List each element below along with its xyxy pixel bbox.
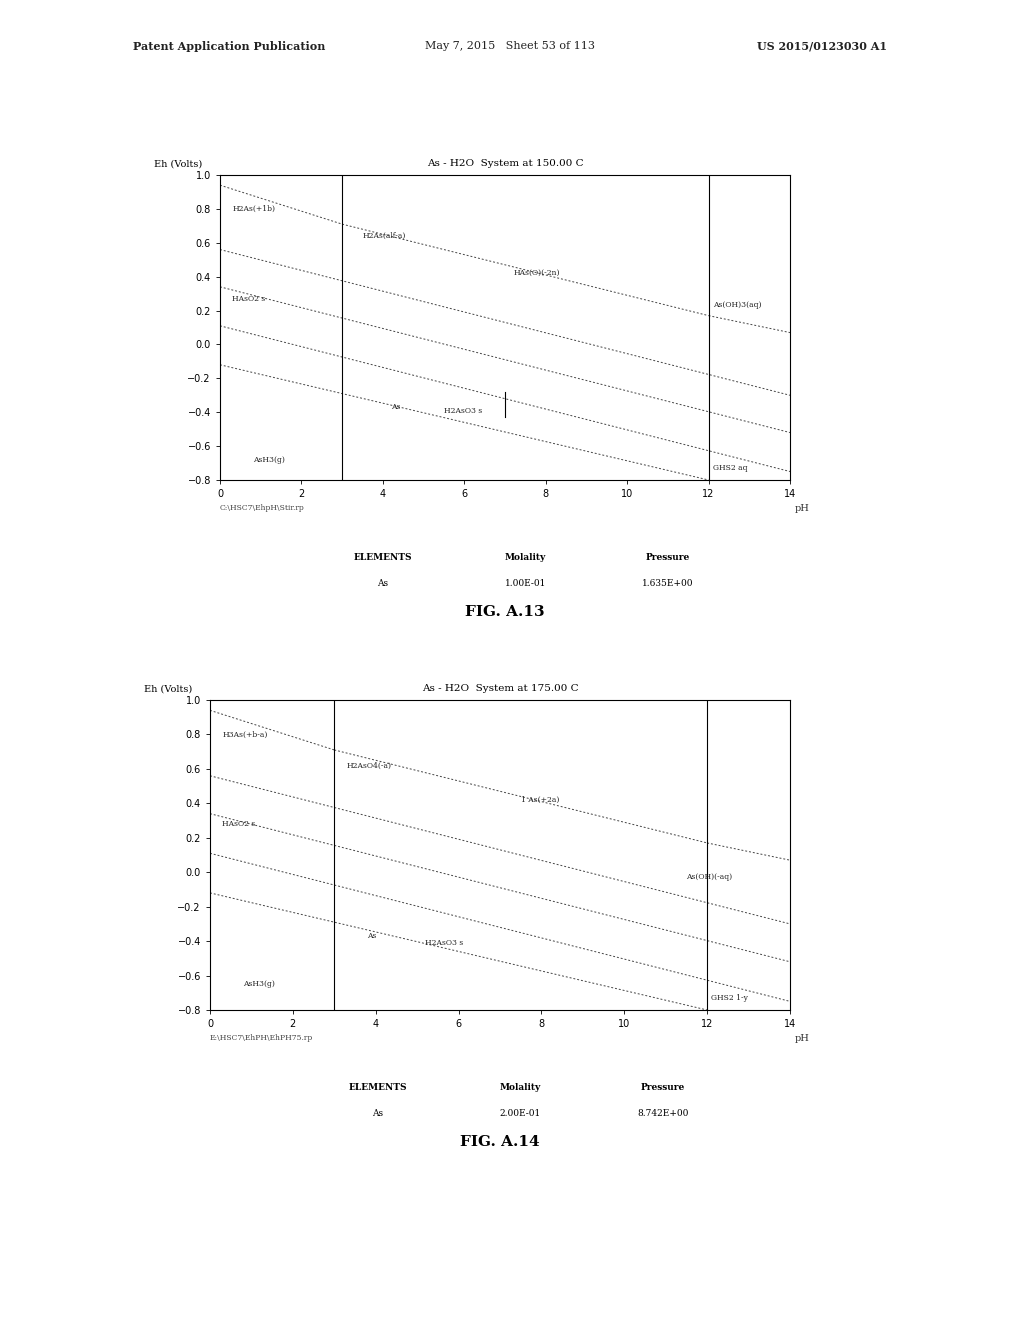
Text: ELEMENTS: ELEMENTS [348, 1082, 407, 1092]
Text: As: As [372, 1109, 383, 1118]
Text: E:\HSC7\EhPH\EhPH75.rp: E:\HSC7\EhPH\EhPH75.rp [210, 1034, 313, 1041]
Text: H2AsO3 s: H2AsO3 s [443, 407, 482, 414]
Text: As(OH)(-aq): As(OH)(-aq) [686, 874, 732, 882]
Text: HAs(O)(-2n): HAs(O)(-2n) [513, 269, 559, 277]
Text: 2.00E-01: 2.00E-01 [499, 1109, 540, 1118]
Text: Pressure: Pressure [645, 553, 690, 561]
Text: AsH3(g): AsH3(g) [243, 981, 275, 989]
Text: 1.00E-01: 1.00E-01 [504, 579, 545, 587]
Text: H2AsO3 s: H2AsO3 s [425, 939, 464, 946]
Text: H3As(+b-a): H3As(+b-a) [222, 730, 268, 738]
Text: As: As [390, 403, 400, 411]
Text: As: As [367, 932, 376, 940]
Text: Pressure: Pressure [641, 1082, 685, 1092]
Text: 8.742E+00: 8.742E+00 [637, 1109, 688, 1118]
Text: GHS2 aq: GHS2 aq [712, 465, 746, 473]
Text: FIG. A.14: FIG. A.14 [460, 1135, 539, 1150]
Text: As: As [377, 579, 388, 587]
Text: GHS2 1-y: GHS2 1-y [710, 994, 747, 1002]
Text: HAsO2 s: HAsO2 s [222, 820, 256, 828]
Text: pH: pH [795, 1034, 809, 1043]
Text: pH: pH [795, 504, 809, 512]
Text: US 2015/0123030 A1: US 2015/0123030 A1 [757, 41, 887, 51]
Text: FIG. A.13: FIG. A.13 [465, 606, 544, 619]
Text: H2AsO4(-a): H2AsO4(-a) [346, 762, 391, 770]
Text: 1.635E+00: 1.635E+00 [642, 579, 693, 587]
Text: As(OH)3(aq): As(OH)3(aq) [712, 301, 760, 309]
Text: Molality: Molality [504, 553, 545, 561]
Text: As - H2O  System at 175.00 C: As - H2O System at 175.00 C [421, 684, 578, 693]
Text: AsH3(g): AsH3(g) [253, 455, 284, 463]
Text: Eh (Volts): Eh (Volts) [144, 684, 192, 693]
Text: Eh (Volts): Eh (Volts) [154, 160, 202, 169]
Text: 1 As(+2a): 1 As(+2a) [521, 796, 558, 804]
Text: ELEMENTS: ELEMENTS [353, 553, 412, 561]
Text: May 7, 2015   Sheet 53 of 113: May 7, 2015 Sheet 53 of 113 [425, 41, 594, 51]
Text: Molality: Molality [499, 1082, 540, 1092]
Text: H2As(alf-a): H2As(alf-a) [362, 232, 406, 240]
Text: C:\HSC7\EhpH\Stir.rp: C:\HSC7\EhpH\Stir.rp [220, 504, 305, 512]
Text: H2As(+1b): H2As(+1b) [232, 205, 275, 213]
Text: As - H2O  System at 150.00 C: As - H2O System at 150.00 C [426, 160, 583, 169]
Text: HAsO2 s: HAsO2 s [232, 294, 265, 302]
Text: Patent Application Publication: Patent Application Publication [132, 41, 325, 51]
